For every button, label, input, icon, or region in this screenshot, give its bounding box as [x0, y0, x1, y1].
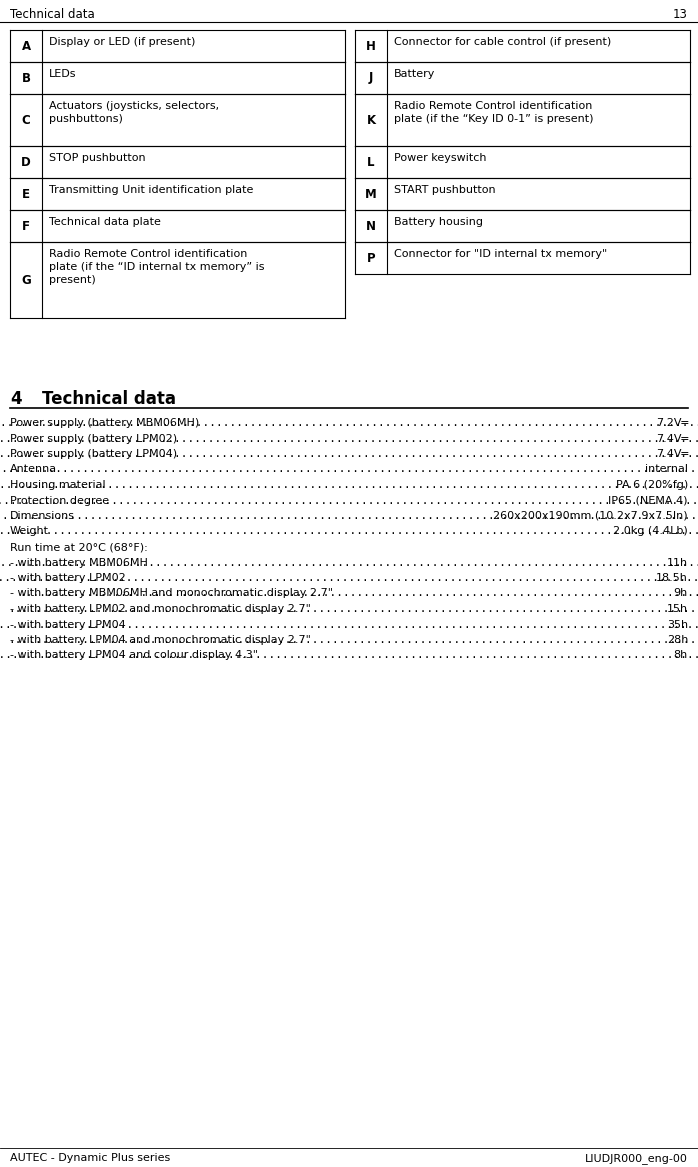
Text: 18.5h: 18.5h [656, 573, 688, 584]
Text: Run time at 20°C (68°F):: Run time at 20°C (68°F): [10, 541, 148, 552]
Text: Power supply (battery LPM02): Power supply (battery LPM02) [10, 433, 177, 443]
Text: 260x200x190mm (10.2x7.9x7.5In): 260x200x190mm (10.2x7.9x7.5In) [493, 511, 688, 520]
Text: 2.0kg (4.4Lb): 2.0kg (4.4Lb) [614, 526, 688, 537]
Text: ................................................................................: ........................................… [9, 635, 698, 645]
Text: ................................................................................: ........................................… [0, 433, 698, 443]
Text: L: L [367, 155, 375, 168]
Text: Dimensions: Dimensions [10, 511, 75, 520]
Text: Radio Remote Control identification
plate (if the “ID internal tx memory” is
pre: Radio Remote Control identification plat… [49, 249, 265, 285]
Text: F: F [22, 219, 30, 232]
Text: LIUDJR000_eng-00: LIUDJR000_eng-00 [585, 1153, 688, 1163]
Text: N: N [366, 219, 376, 232]
Text: AUTEC - Dynamic Plus series: AUTEC - Dynamic Plus series [10, 1153, 170, 1163]
Text: LEDs: LEDs [49, 69, 77, 79]
Text: K: K [366, 113, 376, 126]
Text: ................................................................................: ........................................… [0, 573, 698, 584]
Text: - with battery LPM02: - with battery LPM02 [10, 573, 126, 584]
Text: Power supply (battery MBM06MH): Power supply (battery MBM06MH) [10, 418, 199, 428]
Text: ................................................................................: ........................................… [0, 511, 698, 520]
Text: B: B [22, 71, 31, 84]
Text: ................................................................................: ........................................… [19, 588, 698, 599]
Text: internal: internal [645, 464, 688, 475]
Text: ................................................................................: ........................................… [0, 620, 698, 629]
Text: Technical data: Technical data [42, 390, 176, 408]
Text: ................................................................................: ........................................… [0, 526, 698, 537]
Text: 15h: 15h [667, 605, 688, 614]
Text: ................................................................................: ........................................… [0, 650, 698, 661]
Text: M: M [365, 188, 377, 201]
Text: Connector for "ID internal tx memory": Connector for "ID internal tx memory" [394, 249, 607, 259]
Text: - with battery LPM04: - with battery LPM04 [10, 620, 126, 629]
Text: ................................................................................: ........................................… [0, 418, 698, 428]
Text: Protection degree: Protection degree [10, 496, 109, 505]
Text: ................................................................................: ........................................… [0, 464, 698, 475]
Text: Transmitting Unit identification plate: Transmitting Unit identification plate [49, 186, 253, 195]
Text: Radio Remote Control identification
plate (if the “Key ID 0-1” is present): Radio Remote Control identification plat… [394, 102, 593, 124]
Text: 28h: 28h [667, 635, 688, 645]
Text: ................................................................................: ........................................… [0, 480, 698, 490]
Text: Power keyswitch: Power keyswitch [394, 153, 487, 163]
Text: START pushbutton: START pushbutton [394, 186, 496, 195]
Text: STOP pushbutton: STOP pushbutton [49, 153, 146, 163]
Text: - with battery MBM06MH and monochromatic display 2.7": - with battery MBM06MH and monochromatic… [10, 588, 333, 599]
Text: 7.4V═: 7.4V═ [655, 449, 688, 459]
Text: Antenna: Antenna [10, 464, 57, 475]
Text: E: E [22, 188, 30, 201]
Text: - with battery LPM02 and monochromatic display 2.7": - with battery LPM02 and monochromatic d… [10, 605, 311, 614]
Text: - with battery LPM04 and monochromatic display 2.7": - with battery LPM04 and monochromatic d… [10, 635, 311, 645]
Text: Actuators (joysticks, selectors,
pushbuttons): Actuators (joysticks, selectors, pushbut… [49, 102, 219, 124]
Text: C: C [22, 113, 31, 126]
Text: - with battery LPM04 and colour display 4.3": - with battery LPM04 and colour display … [10, 650, 258, 661]
Text: 9h: 9h [674, 588, 688, 599]
Text: ................................................................................: ........................................… [0, 496, 698, 505]
Text: A: A [22, 40, 31, 53]
Text: Battery: Battery [394, 69, 436, 79]
Text: - with battery MBM06MH: - with battery MBM06MH [10, 558, 148, 567]
Text: 8h: 8h [674, 650, 688, 661]
Text: H: H [366, 40, 376, 53]
Text: Display or LED (if present): Display or LED (if present) [49, 37, 195, 47]
Text: 13: 13 [673, 8, 688, 21]
Text: G: G [21, 273, 31, 287]
Text: 4: 4 [10, 390, 22, 408]
Text: Weight: Weight [10, 526, 49, 537]
Text: Connector for cable control (if present): Connector for cable control (if present) [394, 37, 611, 47]
Text: ................................................................................: ........................................… [9, 605, 698, 614]
Text: Power supply (battery LPM04): Power supply (battery LPM04) [10, 449, 177, 459]
Text: Technical data: Technical data [10, 8, 95, 21]
Text: 11h: 11h [667, 558, 688, 567]
Text: P: P [366, 252, 376, 265]
Text: ................................................................................: ........................................… [0, 558, 698, 567]
Text: ................................................................................: ........................................… [0, 449, 698, 459]
Text: J: J [369, 71, 373, 84]
Text: IP65 (NEMA 4): IP65 (NEMA 4) [609, 496, 688, 505]
Text: Housing material: Housing material [10, 480, 105, 490]
Text: Battery housing: Battery housing [394, 217, 483, 228]
Text: 35h: 35h [667, 620, 688, 629]
Text: D: D [21, 155, 31, 168]
Text: 7.2V═: 7.2V═ [655, 418, 688, 428]
Text: 7.4V═: 7.4V═ [655, 433, 688, 443]
Text: Technical data plate: Technical data plate [49, 217, 161, 228]
Text: PA 6 (20%fg): PA 6 (20%fg) [616, 480, 688, 490]
